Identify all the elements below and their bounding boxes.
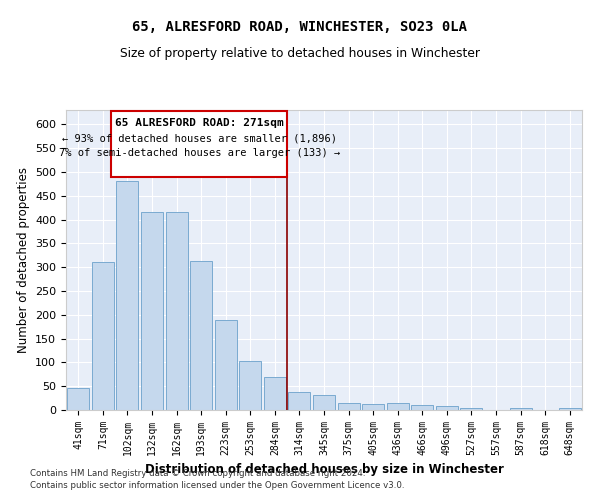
Bar <box>190 261 212 410</box>
Bar <box>67 388 89 410</box>
Text: Contains public sector information licensed under the Open Government Licence v3: Contains public sector information licen… <box>30 480 404 490</box>
Bar <box>215 320 237 410</box>
Bar <box>436 406 458 410</box>
Bar <box>559 408 581 410</box>
Text: Size of property relative to detached houses in Winchester: Size of property relative to detached ho… <box>120 48 480 60</box>
Bar <box>141 212 163 410</box>
Bar <box>362 404 384 410</box>
Text: 65 ALRESFORD ROAD: 271sqm: 65 ALRESFORD ROAD: 271sqm <box>115 118 284 128</box>
Bar <box>166 212 188 410</box>
Bar <box>264 376 286 410</box>
Text: Contains HM Land Registry data © Crown copyright and database right 2024.: Contains HM Land Registry data © Crown c… <box>30 469 365 478</box>
Bar <box>289 392 310 410</box>
Text: 7% of semi-detached houses are larger (133) →: 7% of semi-detached houses are larger (1… <box>59 148 340 158</box>
Bar <box>313 395 335 410</box>
Text: 65, ALRESFORD ROAD, WINCHESTER, SO23 0LA: 65, ALRESFORD ROAD, WINCHESTER, SO23 0LA <box>133 20 467 34</box>
Bar <box>116 182 139 410</box>
Bar <box>92 262 114 410</box>
X-axis label: Distribution of detached houses by size in Winchester: Distribution of detached houses by size … <box>145 464 503 476</box>
Bar <box>411 405 433 410</box>
Bar <box>338 404 359 410</box>
Bar <box>460 408 482 410</box>
Bar <box>509 408 532 410</box>
FancyBboxPatch shape <box>112 111 287 176</box>
Text: ← 93% of detached houses are smaller (1,896): ← 93% of detached houses are smaller (1,… <box>62 134 337 143</box>
Bar <box>239 362 262 410</box>
Bar <box>386 403 409 410</box>
Y-axis label: Number of detached properties: Number of detached properties <box>17 167 29 353</box>
